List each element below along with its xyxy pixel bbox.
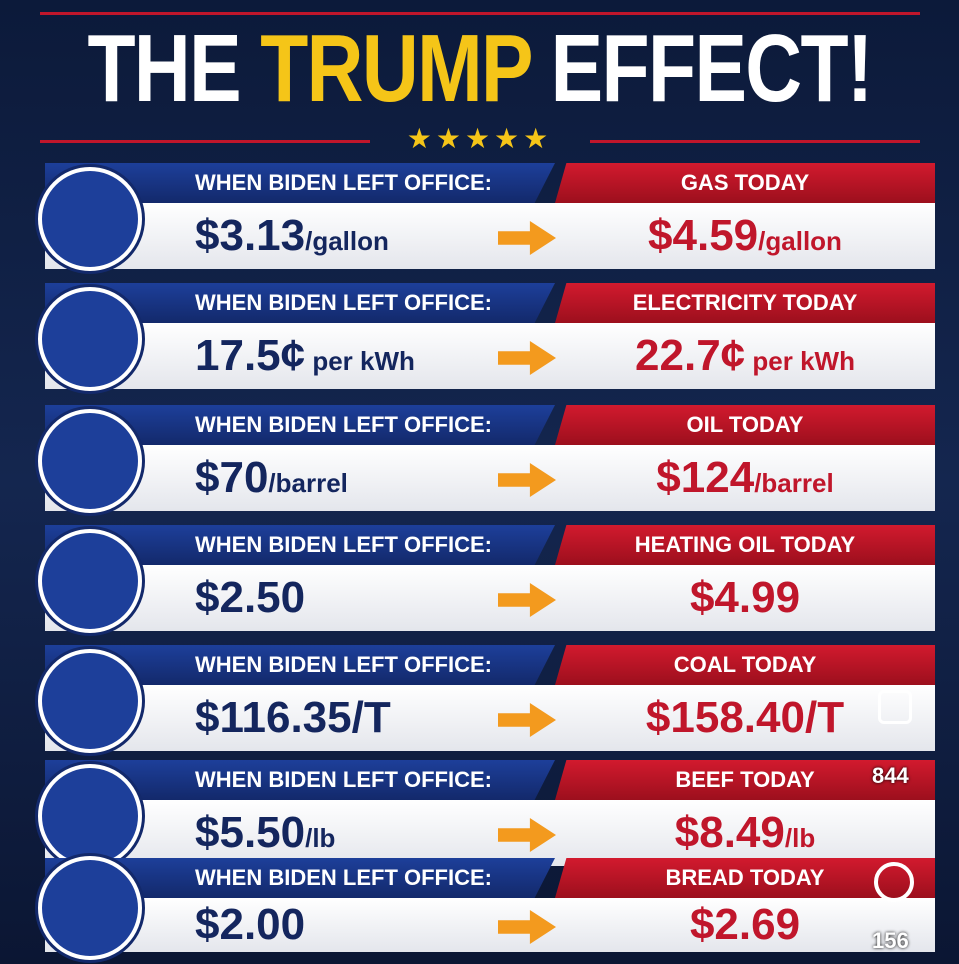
row-body	[45, 445, 935, 511]
row-body	[45, 203, 935, 269]
value-part: $4.99	[689, 573, 801, 622]
left-header: WHEN BIDEN LEFT OFFICE:	[45, 645, 555, 685]
left-header: WHEN BIDEN LEFT OFFICE:	[45, 163, 555, 203]
value-part: $5.50	[195, 808, 306, 857]
right-value: $2.69	[555, 900, 935, 950]
row: WHEN BIDEN LEFT OFFICE: OIL TODAY $70/barr…	[0, 405, 959, 517]
value-part: $4.59	[648, 211, 759, 260]
value-part: $2.69	[689, 900, 801, 949]
divider	[40, 12, 920, 15]
icon	[38, 856, 142, 960]
value-part: $70	[195, 453, 269, 502]
like-count: 844	[872, 763, 909, 788]
right-header: OIL TODAY	[555, 405, 935, 445]
row: WHEN BIDEN LEFT OFFICE: BEEF TODAY $5.50/l…	[0, 760, 959, 872]
right-header: BREAD TODAY	[555, 858, 935, 898]
left-value: $2.50	[195, 573, 305, 623]
row: WHEN BIDEN LEFT OFFICE: GAS TODAY $3.13/ga…	[0, 163, 959, 275]
value-part: per kWh	[745, 346, 855, 376]
comment-count: 156	[872, 928, 909, 953]
divider	[40, 140, 370, 143]
value-part: $8.49	[674, 808, 785, 857]
right-header: COAL TODAY	[555, 645, 935, 685]
value-part: /lb	[305, 823, 336, 853]
value-part: $124	[656, 453, 755, 502]
left-header: WHEN BIDEN LEFT OFFICE:	[45, 760, 555, 800]
value-part: $158.40/T	[645, 693, 845, 742]
icon	[38, 764, 142, 868]
value-part: /barrel	[754, 468, 834, 498]
row-body	[45, 323, 935, 389]
value-part: $116.35/T	[195, 693, 391, 742]
like-icon	[878, 690, 912, 724]
row: WHEN BIDEN LEFT OFFICE: COAL TODAY $116.35…	[0, 645, 959, 757]
icon	[38, 287, 142, 391]
right-value: $158.40/T	[555, 693, 935, 743]
right-value: $4.99	[555, 573, 935, 623]
right-header: GAS TODAY	[555, 163, 935, 203]
title: THE TRUMP EFFECT!	[86, 14, 873, 124]
right-header: ELECTRICITY TODAY	[555, 283, 935, 323]
right-value: 22.7¢ per kWh	[555, 331, 935, 381]
right-header: BEEF TODAY	[555, 760, 935, 800]
value-part: $3.13	[195, 211, 306, 260]
left-value: $2.00	[195, 900, 305, 950]
right-value: $124/barrel	[555, 453, 935, 503]
value-part: $2.50	[195, 573, 306, 622]
title-word: EFFECT!	[550, 15, 873, 122]
right-header: HEATING OIL TODAY	[555, 525, 935, 565]
divider	[590, 140, 920, 143]
value-part: /gallon	[758, 226, 842, 256]
row-body	[45, 898, 935, 952]
title-word: TRUMP	[260, 15, 532, 122]
value-part: /lb	[784, 823, 816, 853]
value-part: /barrel	[268, 468, 348, 498]
stars: ★★★★★	[406, 123, 553, 154]
left-value: 17.5¢ per kWh	[195, 331, 415, 381]
left-value: $116.35/T	[195, 693, 391, 743]
row-body	[45, 685, 935, 751]
row: WHEN BIDEN LEFT OFFICE: HEATING OIL TODAY…	[0, 525, 959, 637]
row: WHEN BIDEN LEFT OFFICE: ELECTRICITY TODAY…	[0, 283, 959, 395]
title-word: THE	[87, 15, 241, 122]
row-body	[45, 565, 935, 631]
icon	[38, 167, 142, 271]
value-part: /gallon	[305, 226, 389, 256]
icon	[38, 409, 142, 513]
icon	[38, 649, 142, 753]
icon	[38, 529, 142, 633]
value-part: 22.7¢	[635, 331, 746, 380]
left-value: $70/barrel	[195, 453, 348, 503]
value-part: 17.5¢	[195, 331, 306, 380]
comment-icon	[874, 862, 914, 902]
value-part: $2.00	[195, 900, 306, 949]
left-value: $3.13/gallon	[195, 211, 389, 261]
row-body	[45, 800, 935, 866]
row: WHEN BIDEN LEFT OFFICE: BREAD TODAY $2.00 $…	[0, 856, 959, 960]
right-value: $4.59/gallon	[555, 211, 935, 261]
right-value: $8.49/lb	[555, 808, 935, 858]
left-value: $5.50/lb	[195, 808, 335, 858]
value-part: per kWh	[305, 346, 415, 376]
